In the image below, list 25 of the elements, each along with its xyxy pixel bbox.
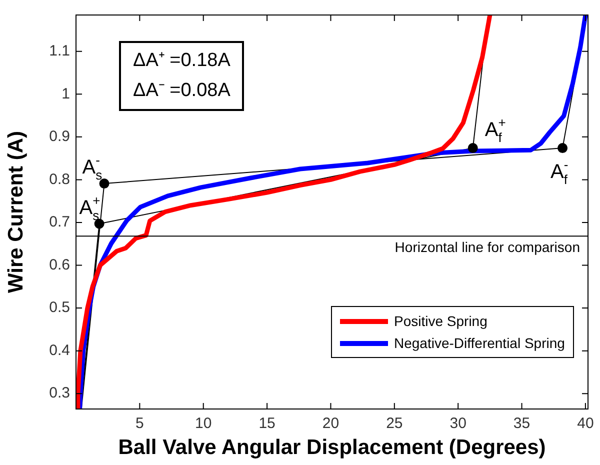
x-tick-label: 5	[136, 415, 144, 432]
x-tick-label: 40	[577, 415, 594, 432]
y-axis-title: Wire Current (A)	[4, 131, 28, 293]
annotation: ΔA⁻ =0.08A	[133, 79, 230, 103]
y-tick-label: 1.1	[49, 42, 70, 60]
y-tick-label: 1	[62, 85, 70, 102]
legend-label: Negative-Differential Spring	[394, 335, 565, 351]
x-axis-title: Ball Valve Angular Displacement (Degrees)	[118, 436, 546, 460]
ref-line-label: Horizontal line for comparison	[394, 239, 580, 256]
x-tick-label: 30	[450, 415, 466, 432]
annotation: ΔA⁺ =0.18A	[133, 49, 230, 73]
x-tick-label: 20	[322, 415, 340, 432]
y-tick-label: 0.5	[49, 299, 70, 316]
y-tick-label: 0.9	[49, 128, 70, 146]
y-tick-label: 0.4	[49, 342, 70, 359]
y-tick-label: 0.3	[49, 384, 70, 402]
note-box: ΔA⁺ =0.18A ΔA⁻ =0.08A	[119, 41, 244, 111]
x-tick-label: 15	[258, 415, 276, 432]
y-tick-label: 0.7	[49, 214, 70, 231]
x-tick-label: 25	[386, 415, 403, 432]
y-tick-label: 0.6	[49, 256, 70, 274]
x-tick-label: 10	[195, 415, 212, 432]
y-tick-label: 0.8	[49, 170, 70, 188]
x-tick-label: 35	[513, 415, 530, 432]
legend-label: Positive Spring	[394, 313, 488, 329]
